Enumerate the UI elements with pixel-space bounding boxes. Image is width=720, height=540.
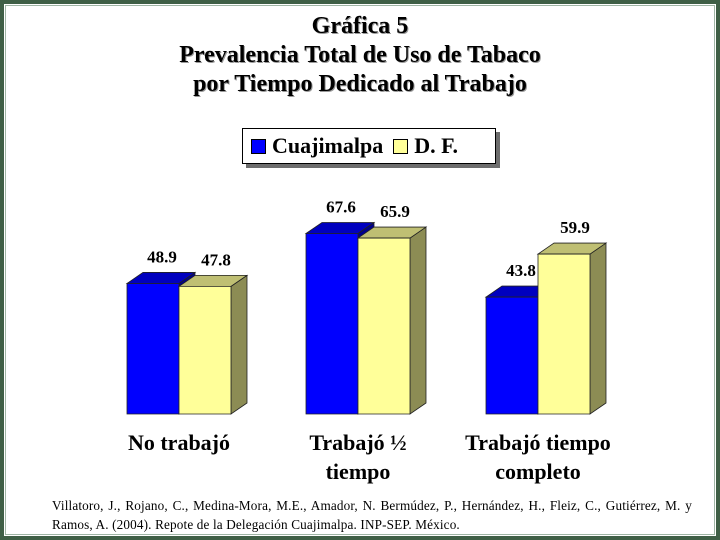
bar-1-0 bbox=[178, 285, 232, 415]
title-line-3: por Tiempo Dedicado al Trabajo bbox=[193, 71, 527, 97]
legend-item-df: D. F. bbox=[393, 133, 458, 159]
category-label-line: Trabajó ½ bbox=[309, 430, 407, 455]
bar-1-1 bbox=[357, 237, 411, 415]
value-label-0-2: 43.8 bbox=[506, 261, 536, 280]
title-line-2: Prevalencia Total de Uso de Tabaco bbox=[179, 42, 541, 68]
value-label-0-1: 67.6 bbox=[326, 198, 356, 217]
bar-side-1-2 bbox=[589, 242, 607, 415]
bar-0-1 bbox=[305, 233, 359, 415]
category-label-line: completo bbox=[495, 459, 581, 484]
value-label-1-0: 47.8 bbox=[201, 250, 231, 269]
bar-1-2 bbox=[537, 253, 591, 415]
bar-side-1-1 bbox=[409, 226, 427, 415]
category-label-line: tiempo bbox=[325, 459, 391, 484]
bar-0-0 bbox=[126, 283, 180, 415]
legend-item-cuajimalpa: Cuajimalpa bbox=[251, 133, 383, 159]
category-label-0: No trabajó bbox=[74, 428, 284, 457]
legend-label-df: D. F. bbox=[414, 133, 459, 158]
title-line-1: Gráfica 5 bbox=[311, 13, 409, 39]
category-label-line: Trabajó tiempo bbox=[465, 430, 611, 455]
bar-side-1-0 bbox=[230, 274, 248, 415]
category-label-1: Trabajó ½ tiempo bbox=[253, 428, 463, 486]
chart-legend: Cuajimalpa D. F. bbox=[242, 128, 496, 164]
value-label-1-1: 65.9 bbox=[380, 202, 410, 221]
category-label-line: No trabajó bbox=[127, 430, 231, 455]
value-label-1-2: 59.9 bbox=[560, 218, 590, 237]
bar-0-2 bbox=[485, 296, 539, 415]
source-citation: Villatoro, J., Rojano, C., Medina-Mora, … bbox=[52, 498, 692, 532]
legend-swatch-cuajimalpa bbox=[251, 138, 266, 154]
legend-swatch-df bbox=[393, 138, 409, 154]
legend-label-cuajimalpa: Cuajimalpa bbox=[272, 133, 384, 158]
chart-title: Gráfica 5 Prevalencia Total de Uso de Ta… bbox=[0, 12, 720, 99]
value-label-0-0: 48.9 bbox=[147, 247, 177, 266]
category-label-2: Trabajó tiempo completo bbox=[433, 428, 643, 486]
